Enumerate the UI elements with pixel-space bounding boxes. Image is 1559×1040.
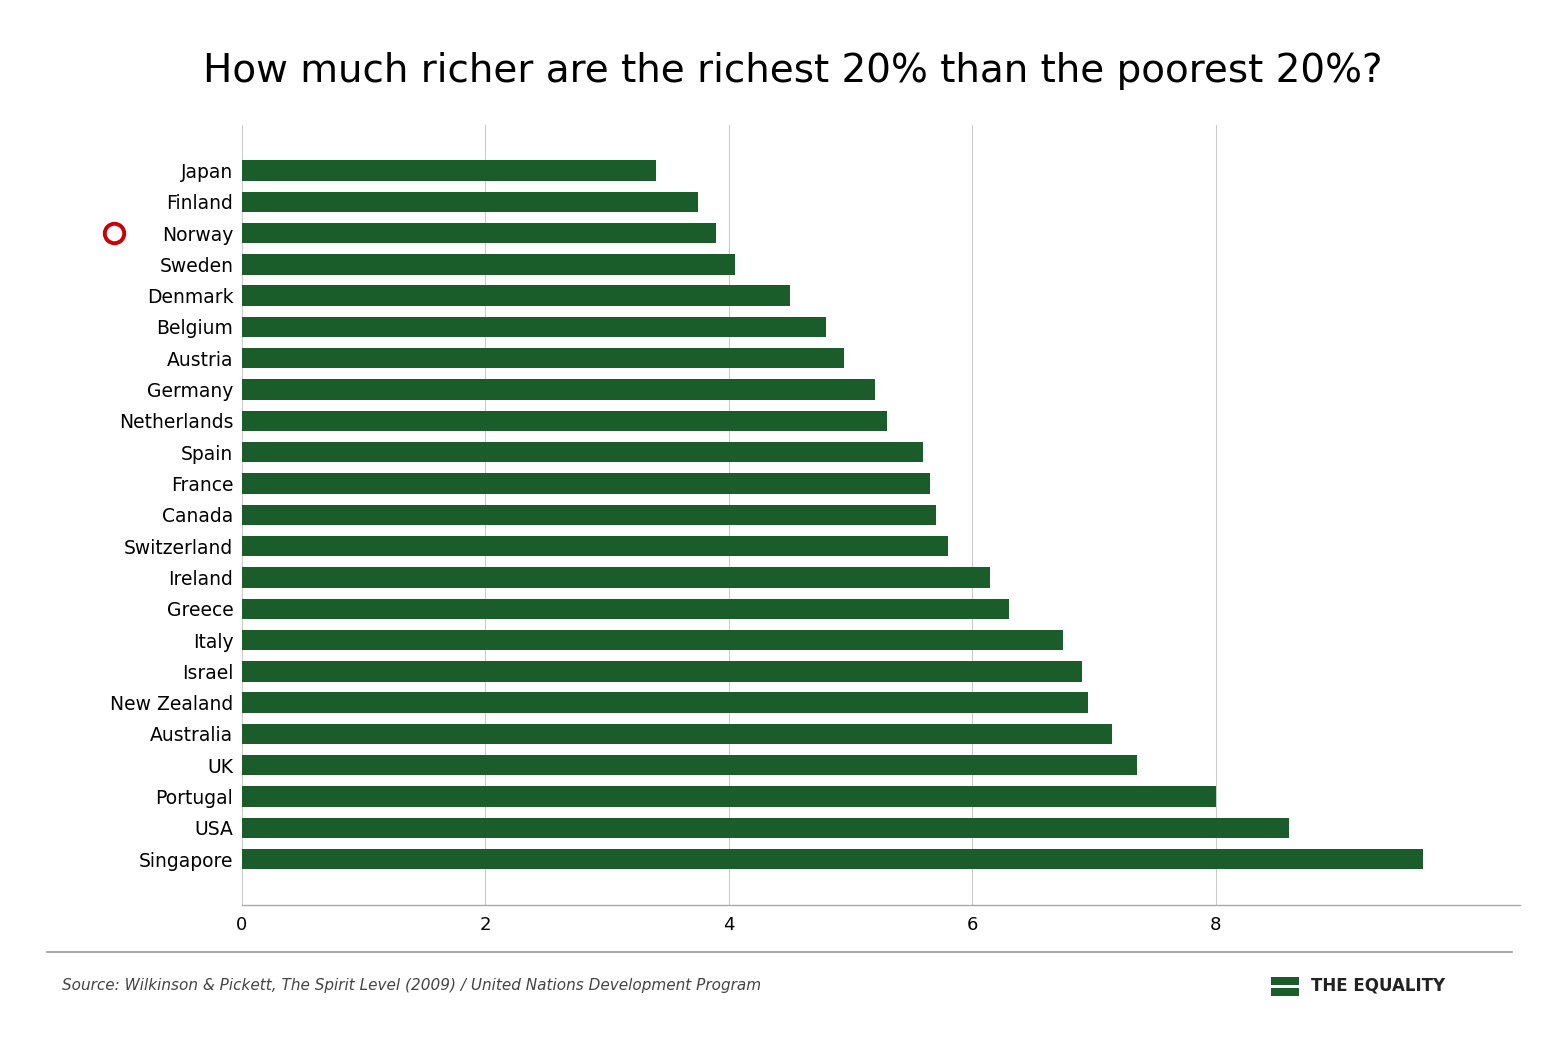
Bar bbox=[242, 160, 656, 181]
Bar bbox=[242, 473, 929, 494]
Bar bbox=[242, 786, 1216, 807]
Text: THE EQUALITY: THE EQUALITY bbox=[1311, 977, 1445, 995]
Bar bbox=[242, 661, 1082, 681]
Bar bbox=[242, 599, 1009, 619]
Bar bbox=[242, 317, 826, 337]
Bar bbox=[242, 254, 734, 275]
Bar bbox=[242, 536, 948, 556]
Text: How much richer are the richest 20% than the poorest 20%?: How much richer are the richest 20% than… bbox=[203, 52, 1383, 90]
Bar bbox=[242, 849, 1423, 869]
Bar bbox=[242, 755, 1137, 776]
Text: Source: Wilkinson & Pickett, The Spirit Level (2009) / United Nations Developmen: Source: Wilkinson & Pickett, The Spirit … bbox=[62, 979, 761, 993]
Bar bbox=[242, 286, 789, 306]
Bar bbox=[242, 191, 698, 212]
Bar bbox=[242, 630, 1063, 650]
Bar bbox=[242, 504, 935, 525]
Bar bbox=[242, 411, 887, 431]
Bar bbox=[242, 817, 1289, 838]
Bar bbox=[242, 724, 1112, 744]
Bar bbox=[242, 380, 875, 399]
Bar bbox=[242, 223, 717, 243]
Bar bbox=[242, 442, 923, 463]
Bar bbox=[242, 567, 990, 588]
Bar bbox=[242, 348, 845, 368]
Bar bbox=[242, 693, 1088, 712]
